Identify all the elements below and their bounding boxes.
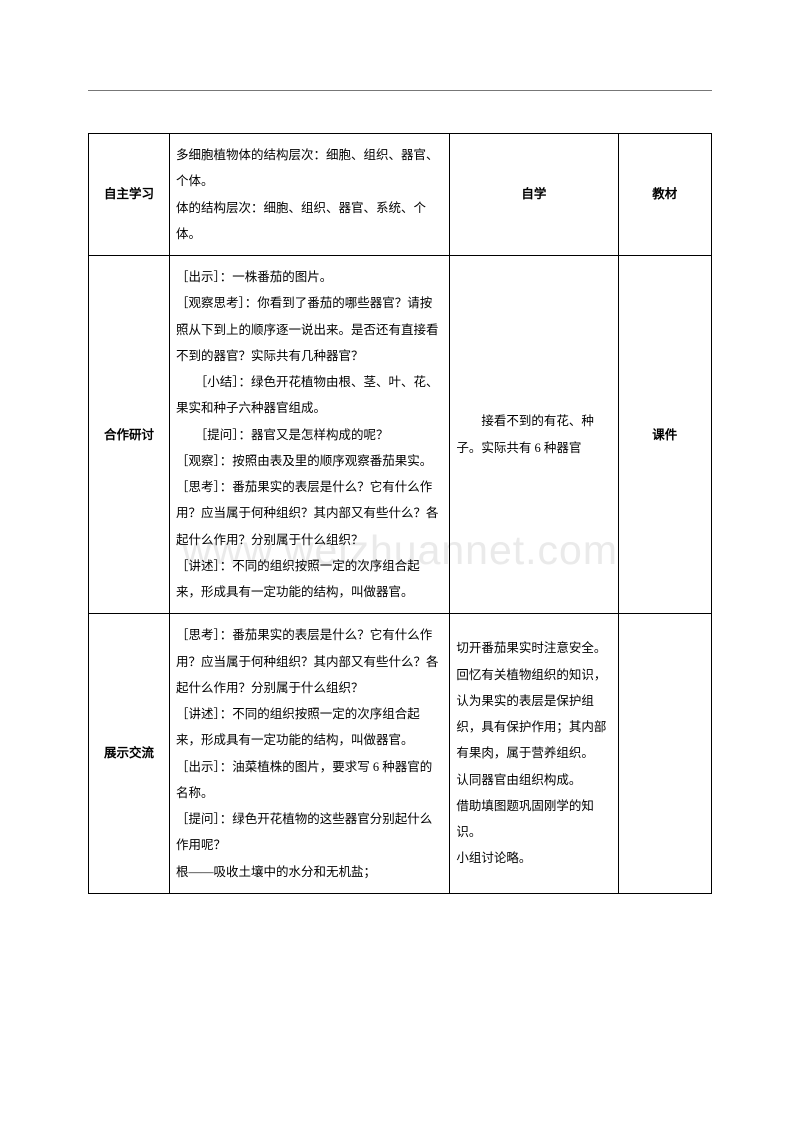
row-notes: 切开番茄果实时注意安全。回忆有关植物组织的知识，认为果实的表层是保护组织，具有保… xyxy=(450,614,618,894)
row-main: 多细胞植物体的结构层次：细胞、组织、器官、个体。体的结构层次：细胞、组织、器官、… xyxy=(169,134,449,256)
row-label: 自主学习 xyxy=(89,134,170,256)
page-content: 自主学习多细胞植物体的结构层次：细胞、组织、器官、个体。体的结构层次：细胞、组织… xyxy=(0,0,800,954)
row-main: ［出示］：一株番茄的图片。［观察思考］：你看到了番茄的哪些器官？请按照从下到上的… xyxy=(169,256,449,614)
row-notes: 接看不到的有花、种子。实际共有 6 种器官 xyxy=(450,256,618,614)
lesson-table: 自主学习多细胞植物体的结构层次：细胞、组织、器官、个体。体的结构层次：细胞、组织… xyxy=(88,133,712,894)
row-notes: 自学 xyxy=(450,134,618,256)
row-label: 展示交流 xyxy=(89,614,170,894)
row-aside xyxy=(618,614,711,894)
header-rule xyxy=(88,90,712,91)
row-aside: 课件 xyxy=(618,256,711,614)
row-main: ［思考］：番茄果实的表层是什么？它有什么作用？应当属于何种组织？其内部又有些什么… xyxy=(169,614,449,894)
row-aside: 教材 xyxy=(618,134,711,256)
row-label: 合作研讨 xyxy=(89,256,170,614)
